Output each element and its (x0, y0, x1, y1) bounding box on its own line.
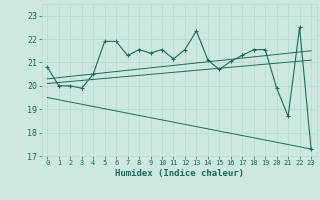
X-axis label: Humidex (Indice chaleur): Humidex (Indice chaleur) (115, 169, 244, 178)
